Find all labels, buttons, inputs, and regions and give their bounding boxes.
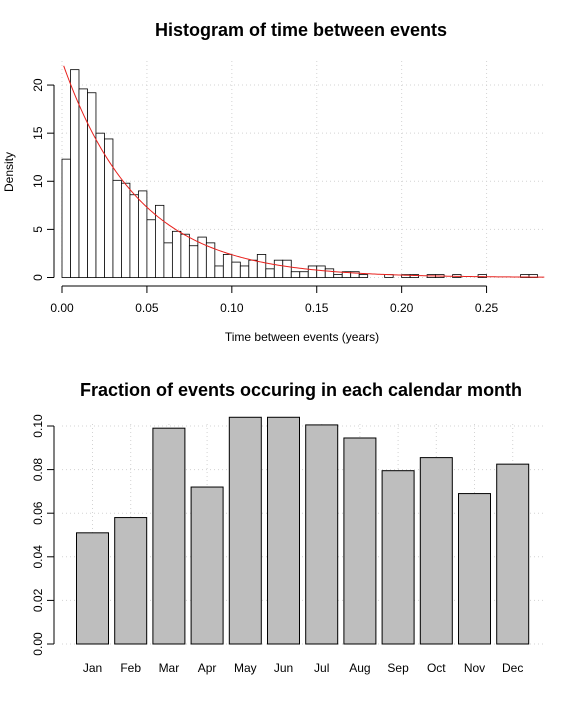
monthly-y-tick-label: 0.04 <box>31 545 45 569</box>
monthly-bar <box>76 532 109 645</box>
histogram-bar <box>316 265 326 278</box>
histogram-axes: 0.00 0.05 0.10 0.15 0.20 0.25 0 5 10 15 20 <box>31 78 499 315</box>
histogram-x-tick-label: 0.15 <box>305 301 329 315</box>
histogram-bar <box>333 274 343 278</box>
histogram-bar <box>188 245 199 278</box>
histogram-y-label: Density <box>2 152 16 192</box>
monthly-y-tick-label: 0.10 <box>31 414 45 438</box>
histogram-chart: Histogram of time between events Time be… <box>2 20 546 344</box>
histogram-bar <box>256 254 267 278</box>
histogram-bar <box>358 274 369 278</box>
histogram-bar <box>248 259 258 278</box>
monthly-y-tick-label: 0.06 <box>31 501 45 525</box>
histogram-bar <box>324 268 335 278</box>
monthly-axes: Jan Feb Mar Apr May Jun Jul Aug Sep Oct Nov Dec 0.00… <box>31 414 523 675</box>
histogram-bar <box>265 268 275 278</box>
histogram-bar <box>78 88 88 278</box>
monthly-x-tick-label: Jan <box>83 661 102 675</box>
histogram-title: Histogram of time between events <box>155 20 447 40</box>
histogram-fit-curve <box>63 65 545 278</box>
monthly-bar-chart: Fraction of events occuring in each cale… <box>31 380 546 675</box>
monthly-x-tick-label: Jun <box>274 661 293 675</box>
histogram-bar <box>307 265 318 278</box>
histogram-bar <box>163 242 173 278</box>
monthly-x-tick-label: Sep <box>387 661 409 675</box>
monthly-bar <box>419 457 453 645</box>
monthly-x-tick-label: Nov <box>464 661 485 675</box>
monthly-bar <box>458 493 491 645</box>
monthly-x-tick-label: Feb <box>120 661 141 675</box>
histogram-bar <box>239 265 250 278</box>
monthly-bar <box>114 517 148 645</box>
monthly-x-tick-label: Jul <box>314 661 329 675</box>
histogram-x-tick-label: 0.25 <box>475 301 499 315</box>
histogram-bar <box>222 254 233 278</box>
histogram-x-tick-label: 0.20 <box>390 301 414 315</box>
histogram-bar <box>155 204 165 278</box>
histogram-bar <box>129 194 139 278</box>
histogram-bar <box>290 271 301 278</box>
histogram-x-tick-label: 0.00 <box>50 301 74 315</box>
histogram-bar <box>273 259 284 278</box>
histogram-y-tick-label: 10 <box>31 174 45 188</box>
histogram-x-tick-label: 0.05 <box>135 301 159 315</box>
monthly-bar <box>228 416 262 645</box>
monthly-x-tick-label: Oct <box>427 661 446 675</box>
histogram-x-tick-label: 0.10 <box>220 301 244 315</box>
histogram-bar <box>171 230 182 278</box>
histogram-bar <box>282 259 292 278</box>
monthly-title: Fraction of events occuring in each cale… <box>80 380 522 400</box>
histogram-bar <box>61 158 71 278</box>
histogram-x-label: Time between events (years) <box>225 330 379 344</box>
histogram-bar <box>477 274 487 278</box>
monthly-x-tick-label: Aug <box>349 661 370 675</box>
monthly-y-tick-label: 0.02 <box>31 588 45 612</box>
histogram-bar <box>180 233 190 278</box>
monthly-bar <box>190 486 224 645</box>
histogram-y-tick-label: 15 <box>31 126 45 140</box>
histogram-y-tick-label: 5 <box>31 226 45 233</box>
histogram-bar <box>121 182 131 278</box>
histogram-bar <box>87 92 97 278</box>
histogram-bar <box>112 179 122 278</box>
histogram-y-tick-label: 0 <box>31 274 45 281</box>
histogram-bars <box>61 69 538 278</box>
monthly-bar <box>343 437 377 645</box>
histogram-bar <box>231 261 241 278</box>
histogram-bar <box>146 219 156 278</box>
histogram-bar <box>214 265 224 278</box>
histogram-bar <box>138 190 148 278</box>
histogram-bar <box>299 271 309 278</box>
monthly-bar <box>152 427 186 645</box>
monthly-bar <box>381 470 415 645</box>
histogram-y-tick-label: 20 <box>31 78 45 92</box>
monthly-y-tick-label: 0.08 <box>31 458 45 482</box>
histogram-bar <box>95 132 105 278</box>
histogram-bar <box>104 138 114 278</box>
monthly-bars <box>76 416 530 645</box>
monthly-bar <box>267 416 300 645</box>
monthly-y-tick-label: 0.00 <box>31 632 45 656</box>
monthly-x-tick-label: May <box>234 661 257 675</box>
monthly-bar <box>305 424 339 645</box>
monthly-x-tick-label: Apr <box>198 661 217 675</box>
fit-curve-line <box>63 65 545 278</box>
histogram-bar <box>205 242 216 278</box>
monthly-x-tick-label: Mar <box>159 661 180 675</box>
monthly-bar <box>496 463 530 645</box>
monthly-x-tick-label: Dec <box>502 661 523 675</box>
